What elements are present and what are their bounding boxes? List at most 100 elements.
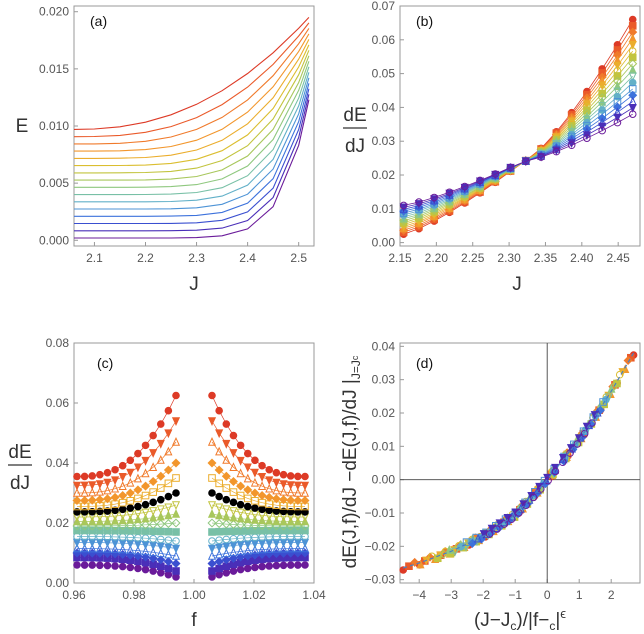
panel-c-point (88, 561, 97, 569)
panel-b-point (598, 96, 607, 106)
panel-c-point (279, 543, 288, 553)
panel-c-point (133, 520, 143, 530)
panel-d-point (522, 501, 530, 510)
panel-c-point (156, 519, 166, 529)
panel-c-point (300, 543, 310, 553)
panel-c-point (164, 503, 173, 513)
panel-a-series-line (74, 77, 310, 210)
panel-c-xtick-label: 1.02 (242, 588, 266, 602)
panel-c-point (164, 510, 173, 520)
panel-c-point (164, 570, 173, 579)
panel-c-point (293, 487, 302, 497)
panel-c-point (95, 538, 104, 548)
panel-c-point (222, 511, 231, 521)
panel-d-ytick-label: 0.02 (372, 406, 396, 420)
panel-c-point (257, 544, 267, 554)
panel-c-point (156, 505, 165, 515)
panel-d-collapse-curve (403, 352, 635, 569)
panel-a-ylabel: E (16, 116, 29, 137)
panel-c-point (215, 446, 224, 456)
panel-c-point (156, 420, 165, 428)
panel-c-point (279, 470, 288, 479)
panel-c-point (141, 565, 150, 574)
panel-a-series-line (74, 61, 310, 188)
panel-c-point (215, 570, 223, 579)
panel-c-point (141, 534, 150, 543)
panel-c-critical-point (258, 505, 266, 514)
panel-c-point (250, 520, 260, 530)
panel-c-point (141, 508, 150, 518)
panel-d: −4 −3 −2 −1 0 1 2 −0.03 −0.02 −0.01 0.00 0.01 0.02 0.… (340, 339, 641, 633)
panel-c-point (221, 519, 231, 529)
panel-d-point (607, 383, 616, 393)
panel-a-series-line (74, 50, 310, 174)
panel-c-critical-point (141, 500, 150, 509)
panel-c-point (110, 483, 120, 493)
panel-c-xtick-label: 1.00 (182, 588, 206, 602)
panel-d-point (615, 370, 624, 379)
panel-c-point (228, 519, 238, 529)
panel-c-point (236, 456, 245, 466)
panel-c-point (172, 567, 180, 575)
panel-b-ytick-label: 0.05 (372, 67, 396, 81)
panel-c-point (134, 494, 142, 503)
panel-c-point (118, 473, 127, 482)
panel-c-critical-point (164, 492, 173, 501)
panel-b-point (445, 188, 454, 197)
panel-c-point (171, 509, 181, 518)
panel-b-series-line (403, 88, 633, 214)
panel-b-point (628, 15, 637, 24)
panel-c-point (264, 492, 274, 502)
panel-c-point (163, 557, 173, 567)
panel-c-point (95, 543, 104, 553)
panel-c-point (279, 538, 288, 548)
panel-c-ytick-label: 0.06 (46, 396, 70, 410)
panel-d-point (433, 554, 442, 563)
panel-b-point (613, 113, 622, 123)
panel-c-point (215, 406, 223, 415)
panel-c-critical-point (103, 507, 112, 515)
panel-c-point (222, 420, 231, 428)
panel-c-point (222, 535, 231, 544)
panel-c-point (215, 536, 223, 544)
panel-c-point (243, 514, 252, 524)
panel-c-point (73, 472, 81, 481)
panel-c-critical-point (236, 500, 245, 509)
panel-c-point (164, 479, 173, 488)
panel-c-point (156, 568, 165, 577)
panel-c-point (236, 552, 246, 562)
panel-c-critical-point (156, 495, 165, 504)
panel-b-point (628, 72, 637, 82)
panel-c-xtick-label: 1.04 (302, 588, 326, 602)
panel-c-critical-point (126, 504, 135, 512)
panel-c-point (300, 538, 310, 548)
panel-c-point (125, 550, 135, 560)
panel-a-ytick-label: 0.020 (39, 5, 69, 19)
panel-c-point (271, 494, 281, 504)
panel-c-point (272, 478, 281, 488)
panel-c-point (279, 526, 288, 535)
panel-c-point (228, 553, 238, 563)
panel-c-point (208, 537, 216, 545)
panel-d-point (410, 557, 420, 567)
panel-c-point (156, 555, 166, 565)
panel-c-point (95, 495, 105, 505)
panel-c-point (257, 473, 267, 482)
panel-b-point (628, 65, 637, 74)
panel-c-point (265, 562, 274, 570)
panel-c-ylabel-top: dE (8, 442, 31, 463)
panel-a-ytick-label: 0.000 (39, 233, 69, 247)
panel-c-point (251, 456, 259, 465)
panel-c-point (215, 549, 224, 559)
panel-c-point (149, 507, 158, 516)
panel-a-xtick-label: 2.2 (137, 251, 154, 265)
panel-d-ytick-label: 0.00 (372, 473, 396, 487)
panel-c-point (294, 472, 302, 481)
panel-c-point (257, 481, 267, 490)
panel-c-point (87, 495, 97, 505)
panel-c-point (164, 406, 173, 415)
panel-c-point (258, 461, 266, 470)
panel-c-point (265, 476, 274, 486)
panel-c-point (149, 488, 157, 496)
panel-c-series-line (77, 477, 177, 507)
